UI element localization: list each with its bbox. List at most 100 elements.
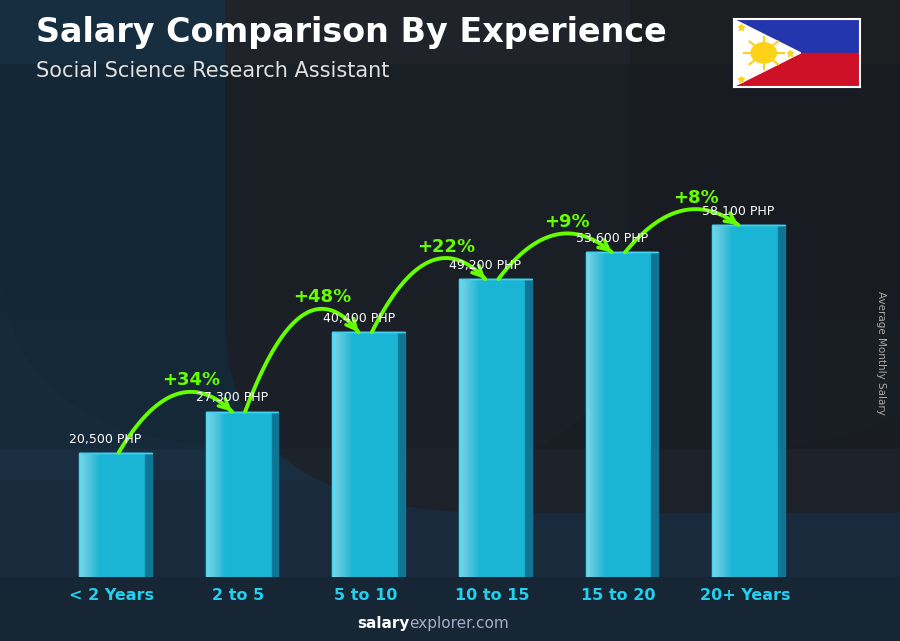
- Bar: [466, 279, 467, 577]
- Bar: [594, 253, 596, 577]
- Bar: [343, 332, 344, 577]
- Bar: [470, 279, 471, 577]
- Bar: [586, 253, 588, 577]
- Bar: [603, 253, 604, 577]
- Bar: [85, 453, 86, 577]
- Bar: [91, 453, 92, 577]
- Bar: [459, 279, 461, 577]
- Bar: [712, 225, 778, 577]
- Bar: [713, 225, 714, 577]
- Bar: [90, 453, 91, 577]
- Bar: [727, 225, 728, 577]
- Bar: [89, 453, 90, 577]
- Bar: [726, 225, 727, 577]
- Bar: [587, 253, 588, 577]
- Bar: [729, 225, 730, 577]
- Bar: [333, 332, 334, 577]
- Bar: [469, 279, 470, 577]
- Bar: [224, 412, 225, 577]
- Bar: [222, 412, 223, 577]
- Bar: [97, 453, 98, 577]
- Bar: [717, 225, 718, 577]
- Bar: [718, 225, 719, 577]
- Bar: [338, 332, 339, 577]
- Bar: [332, 332, 398, 577]
- Bar: [588, 253, 589, 577]
- Bar: [93, 453, 94, 577]
- Bar: [340, 332, 341, 577]
- Bar: [478, 279, 479, 577]
- Bar: [334, 332, 336, 577]
- Bar: [602, 253, 603, 577]
- Text: +34%: +34%: [162, 371, 220, 390]
- Text: 49,200 PHP: 49,200 PHP: [449, 259, 521, 272]
- Bar: [716, 225, 717, 577]
- Bar: [604, 253, 606, 577]
- Bar: [88, 453, 89, 577]
- Bar: [217, 412, 218, 577]
- Bar: [337, 332, 338, 577]
- Bar: [596, 253, 597, 577]
- Bar: [82, 453, 83, 577]
- Text: Salary Comparison By Experience: Salary Comparison By Experience: [36, 16, 667, 49]
- Bar: [339, 332, 340, 577]
- Bar: [462, 279, 463, 577]
- Bar: [592, 253, 593, 577]
- Bar: [471, 279, 472, 577]
- Bar: [79, 453, 80, 577]
- Bar: [600, 253, 601, 577]
- Bar: [215, 412, 217, 577]
- Text: 27,300 PHP: 27,300 PHP: [196, 392, 268, 404]
- Bar: [351, 332, 352, 577]
- Text: Average Monthly Salary: Average Monthly Salary: [877, 290, 886, 415]
- Bar: [332, 332, 333, 577]
- Bar: [599, 253, 600, 577]
- Text: +48%: +48%: [292, 288, 351, 306]
- Text: salary: salary: [357, 617, 410, 631]
- Bar: [206, 412, 208, 577]
- Bar: [714, 225, 716, 577]
- Bar: [79, 453, 81, 577]
- Bar: [218, 412, 219, 577]
- Bar: [723, 225, 724, 577]
- Bar: [601, 253, 602, 577]
- Bar: [459, 279, 460, 577]
- Bar: [349, 332, 350, 577]
- Bar: [212, 412, 213, 577]
- Polygon shape: [778, 225, 785, 577]
- Bar: [208, 412, 209, 577]
- Polygon shape: [652, 253, 658, 577]
- Bar: [220, 412, 221, 577]
- Polygon shape: [734, 19, 801, 87]
- Bar: [87, 453, 88, 577]
- Bar: [347, 332, 348, 577]
- Bar: [206, 412, 207, 577]
- Bar: [591, 253, 592, 577]
- Bar: [476, 279, 477, 577]
- Bar: [206, 412, 272, 577]
- Bar: [459, 279, 525, 577]
- Bar: [461, 279, 462, 577]
- Bar: [84, 453, 85, 577]
- Bar: [341, 332, 342, 577]
- Bar: [81, 453, 82, 577]
- Bar: [83, 453, 84, 577]
- Bar: [345, 332, 346, 577]
- Text: Social Science Research Assistant: Social Science Research Assistant: [36, 61, 390, 81]
- Bar: [731, 225, 732, 577]
- Bar: [214, 412, 215, 577]
- Circle shape: [752, 43, 777, 63]
- Bar: [336, 332, 337, 577]
- Bar: [332, 332, 334, 577]
- Bar: [460, 279, 461, 577]
- Bar: [597, 253, 598, 577]
- Bar: [725, 225, 726, 577]
- Bar: [219, 412, 220, 577]
- Bar: [213, 412, 214, 577]
- Bar: [467, 279, 468, 577]
- Bar: [80, 453, 81, 577]
- Bar: [92, 453, 93, 577]
- Bar: [472, 279, 473, 577]
- Bar: [464, 279, 466, 577]
- Polygon shape: [398, 332, 405, 577]
